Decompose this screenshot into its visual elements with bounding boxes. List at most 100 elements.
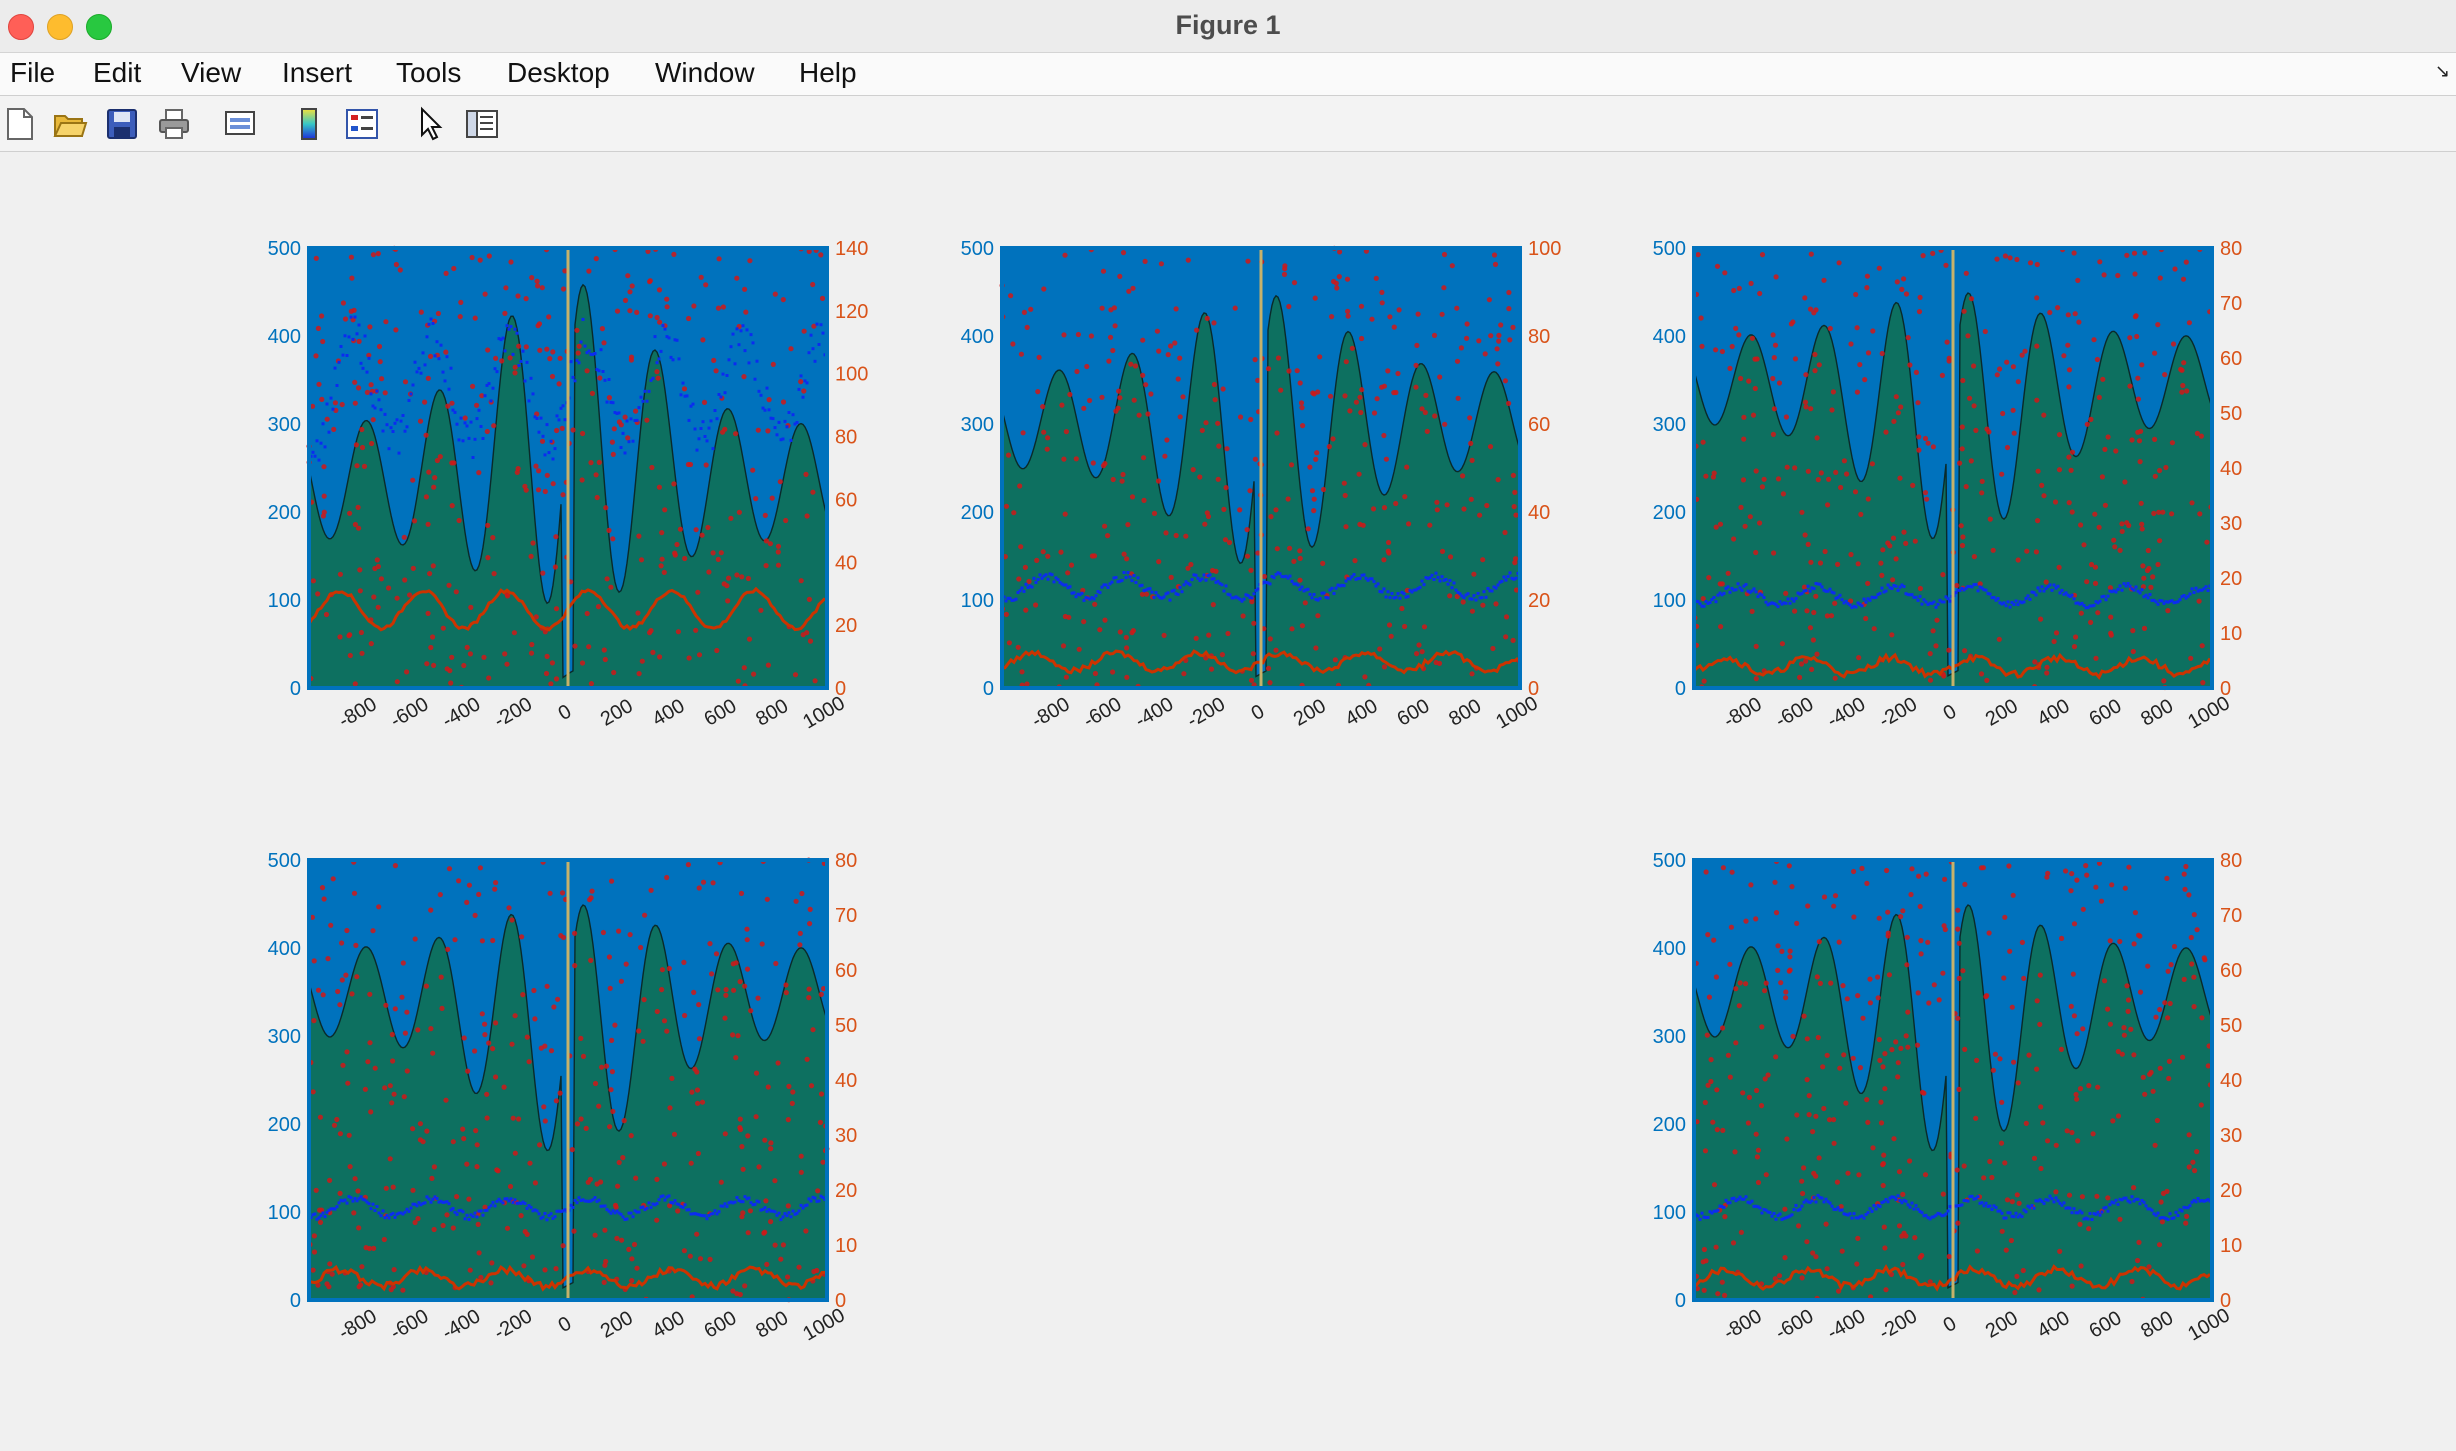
scatter-point xyxy=(449,654,455,660)
scatter-point xyxy=(1885,540,1891,546)
blue-marker xyxy=(585,1199,589,1203)
scatter-point xyxy=(1799,509,1805,515)
scatter-point xyxy=(1750,412,1757,418)
scatter-point xyxy=(1959,424,1965,430)
blue-marker xyxy=(2172,1216,2176,1220)
scatter-point xyxy=(801,328,807,334)
scatter-point xyxy=(657,319,663,325)
scatter-point xyxy=(1841,1052,1847,1058)
scatter-point xyxy=(415,1216,421,1222)
blue-marker xyxy=(2096,1210,2100,1214)
property-editor-icon[interactable] xyxy=(464,106,500,142)
scatter-point xyxy=(1379,289,1385,295)
blue-marker xyxy=(739,1200,743,1204)
scatter-point xyxy=(778,1256,784,1262)
menu-window[interactable]: Window xyxy=(655,57,755,88)
colorbar-icon[interactable] xyxy=(292,106,328,142)
menu-help[interactable]: Help xyxy=(799,57,857,88)
scatter-point xyxy=(2045,1138,2051,1144)
print-icon[interactable] xyxy=(156,106,192,142)
blue-marker xyxy=(2132,1199,2136,1203)
pointer-icon[interactable] xyxy=(414,106,450,142)
scatter-point xyxy=(622,297,629,303)
scatter-point xyxy=(424,661,430,667)
blue-marker xyxy=(1864,600,1868,604)
scatter-point xyxy=(1374,396,1380,402)
scatter-point xyxy=(1088,333,1094,339)
open-file-icon[interactable] xyxy=(52,106,88,142)
menu-desktop[interactable]: Desktop xyxy=(507,57,610,88)
new-figure-icon[interactable] xyxy=(2,106,38,142)
x-tick-label: 1000 xyxy=(1492,692,1542,733)
scatter-point xyxy=(2053,630,2060,636)
scatter-point xyxy=(1061,456,1067,462)
scatter-point xyxy=(1311,391,1317,397)
scatter-point xyxy=(1918,951,1924,957)
scatter-point xyxy=(1883,1287,1889,1293)
scatter-point xyxy=(1736,285,1742,291)
blue-marker xyxy=(401,1212,405,1216)
blue-marker xyxy=(803,379,807,383)
scatter-point xyxy=(1023,607,1029,613)
scatter-point xyxy=(460,1126,466,1132)
scatter-point xyxy=(1710,474,1716,480)
scatter-point xyxy=(1099,394,1105,400)
blue-marker xyxy=(1994,1205,1998,1209)
blue-marker xyxy=(1026,586,1030,589)
blue-marker xyxy=(1488,589,1492,593)
print-preview-icon[interactable] xyxy=(222,106,258,142)
scatter-point xyxy=(1754,1087,1760,1094)
scatter-point xyxy=(2093,655,2099,661)
blue-marker xyxy=(2200,1199,2204,1203)
blue-marker xyxy=(799,1203,803,1207)
scatter-point xyxy=(1753,643,1759,649)
save-icon[interactable] xyxy=(104,106,140,142)
scatter-point xyxy=(636,533,642,539)
blue-marker xyxy=(321,1211,325,1215)
blue-marker xyxy=(807,1197,811,1201)
scatter-point xyxy=(349,275,355,281)
blue-marker xyxy=(1888,1196,1892,1200)
undock-icon[interactable]: ↘ xyxy=(2434,61,2450,81)
scatter-point xyxy=(1511,504,1517,510)
legend-icon[interactable] xyxy=(344,106,380,142)
scatter-point xyxy=(777,479,783,485)
scatter-point xyxy=(1740,477,1747,483)
scatter-point xyxy=(1373,275,1379,281)
menu-insert[interactable]: Insert xyxy=(282,57,353,88)
scatter-point xyxy=(1250,651,1256,657)
blue-marker xyxy=(2088,604,2092,608)
scatter-point xyxy=(1116,388,1122,394)
blue-marker xyxy=(1728,590,1732,594)
scatter-point xyxy=(1955,1220,1961,1226)
scatter-point xyxy=(450,1225,456,1231)
maximize-window-button[interactable] xyxy=(86,14,112,40)
scatter-point xyxy=(1865,580,1871,586)
close-window-button[interactable] xyxy=(8,14,34,40)
scatter-point xyxy=(364,389,370,395)
blue-marker xyxy=(695,448,699,452)
scatter-point xyxy=(451,265,457,272)
scatter-point xyxy=(638,557,645,563)
blue-marker xyxy=(1698,602,1702,606)
blue-marker xyxy=(1064,583,1068,587)
scatter-point xyxy=(1063,429,1069,435)
blue-marker xyxy=(1854,1216,1858,1220)
toolbar xyxy=(0,96,2456,152)
menu-file[interactable]: File xyxy=(10,57,56,88)
y-tick-label-left: 300 xyxy=(268,414,301,436)
menu-edit[interactable]: Edit xyxy=(93,57,142,88)
blue-marker xyxy=(1976,1195,1980,1199)
minimize-window-button[interactable] xyxy=(47,14,73,40)
scatter-point xyxy=(1223,485,1229,491)
blue-marker xyxy=(1884,589,1888,593)
menu-view[interactable]: View xyxy=(181,57,242,88)
scatter-point xyxy=(1889,1047,1895,1053)
scatter-point xyxy=(1917,585,1923,592)
menu-tools[interactable]: Tools xyxy=(396,57,462,88)
